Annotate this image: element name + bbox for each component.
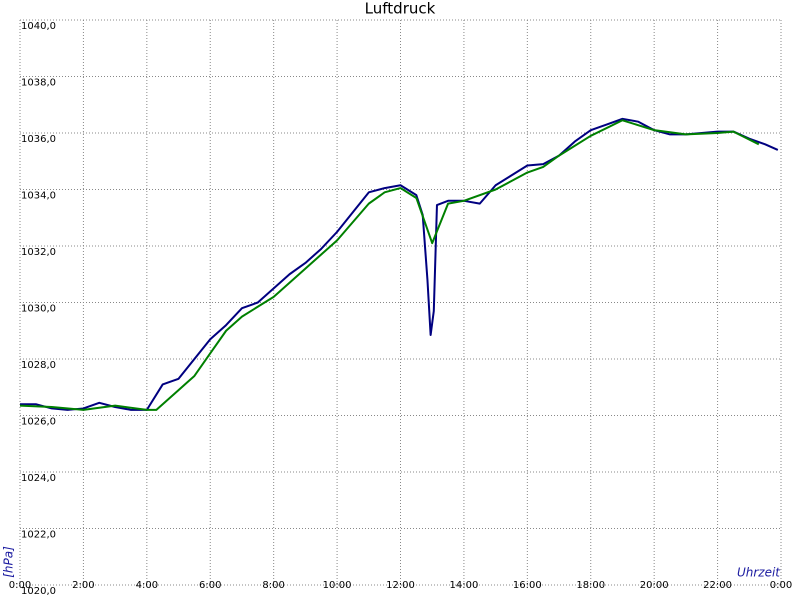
y-tick-label: 1038,0 xyxy=(21,78,56,89)
y-tick-label: 1030,0 xyxy=(21,304,56,315)
chart-title: Luftdruck xyxy=(365,0,436,18)
y-tick-label: 1034,0 xyxy=(21,191,56,202)
x-tick-label: 14:00 xyxy=(450,580,479,591)
y-tick-label: 1040,0 xyxy=(21,21,56,32)
x-tick-label: 10:00 xyxy=(323,580,352,591)
x-tick-label: 18:00 xyxy=(576,580,605,591)
y-tick-label: 1022,0 xyxy=(21,530,56,541)
x-tick-label: 16:00 xyxy=(513,580,542,591)
x-axis-label: Uhrzeit xyxy=(737,566,781,580)
y-tick-label: 1032,0 xyxy=(21,247,56,258)
x-tick-label: 2:00 xyxy=(72,580,94,591)
data-line xyxy=(19,119,760,411)
x-tick-label: 0:00 xyxy=(9,580,31,591)
x-tick-label: 20:00 xyxy=(640,580,669,591)
x-tick-label: 12:00 xyxy=(386,580,415,591)
y-tick-label: 1024,0 xyxy=(21,473,56,484)
y-axis-label: [hPa] xyxy=(2,546,16,578)
y-tick-label: 1028,0 xyxy=(21,360,56,371)
x-tick-label: 22:00 xyxy=(703,580,732,591)
y-tick-label: 1020,0 xyxy=(21,586,56,597)
y-tick-label: 1026,0 xyxy=(21,417,56,428)
x-tick-label: 6:00 xyxy=(199,580,221,591)
x-tick-label: 4:00 xyxy=(136,580,158,591)
y-tick-label: 1036,0 xyxy=(21,134,56,145)
x-tick-label: 0:00 xyxy=(770,580,792,591)
x-tick-label: 8:00 xyxy=(262,580,284,591)
